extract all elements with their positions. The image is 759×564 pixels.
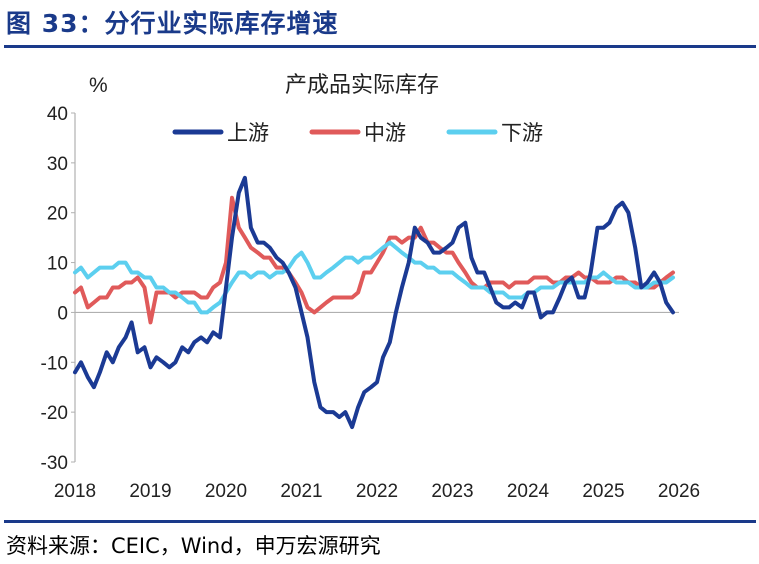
y-tick-label: 0 xyxy=(57,303,68,324)
series-lines xyxy=(73,175,675,430)
y-tick-label: -30 xyxy=(41,453,68,474)
x-tick-label: 2024 xyxy=(507,481,550,502)
x-tick-label: 2018 xyxy=(54,481,96,502)
series-line-2 xyxy=(73,195,675,325)
legend-label: 上游 xyxy=(227,121,269,145)
x-tick-label: 2020 xyxy=(205,481,247,502)
chart-title: 产成品实际库存 xyxy=(285,73,439,98)
title-rule xyxy=(4,45,756,48)
y-tick-label: -20 xyxy=(41,403,68,424)
source-rule xyxy=(4,520,756,523)
legend-label: 下游 xyxy=(501,121,543,145)
y-tick-label: 10 xyxy=(47,254,68,275)
legend: 上游 中游 下游 xyxy=(172,121,543,145)
figure-title: 图 33：分行业实际库存增速 xyxy=(6,9,339,38)
y-tick-label: 40 xyxy=(47,104,68,125)
source-note: 资料来源：CEIC，Wind，申万宏源研究 xyxy=(6,534,381,558)
axes: 40 30 20 10 0 -10 -20 -30 2018 2019 2020 2021 2022 20… xyxy=(41,104,701,502)
y-tick-label: 30 xyxy=(47,154,68,175)
legend-label: 中游 xyxy=(364,121,406,145)
x-tick-label: 2021 xyxy=(280,481,322,502)
y-tick-label: -10 xyxy=(41,353,68,374)
line-chart: % 产成品实际库存 40 30 20 10 0 -10 -20 -30 2018 2019 2020… xyxy=(41,73,701,502)
x-tick-label: 2019 xyxy=(129,481,171,502)
y-tick-label: 20 xyxy=(47,204,68,225)
x-tick-label: 2022 xyxy=(356,481,398,502)
x-tick-label: 2026 xyxy=(658,481,700,502)
x-tick-label: 2023 xyxy=(431,481,473,502)
y-axis-unit: % xyxy=(89,74,108,97)
series-line-1 xyxy=(73,175,675,430)
x-tick-label: 2025 xyxy=(582,481,624,502)
